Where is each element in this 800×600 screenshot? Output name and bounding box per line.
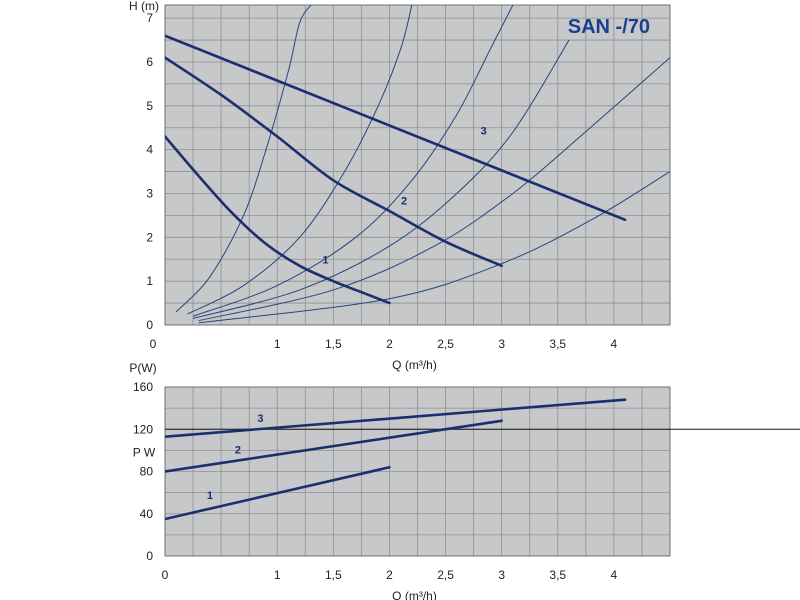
y-tick-label: 7 [146, 11, 153, 25]
head-chart: 1 2 3 0 1 1,5 2 2,5 3 3,5 4 0 1 2 3 4 5 6 7 Q (m³/h) H (m) SA… [129, 0, 671, 372]
series-line-3 [165, 398, 627, 438]
y-tick-label: 160 [133, 380, 153, 394]
series-label-3: 3 [257, 413, 263, 425]
series-label-2: 2 [401, 195, 407, 207]
series-label-3: 3 [481, 125, 487, 137]
x-tick-label: 3,5 [549, 337, 566, 351]
y-axis-label: H (m) [129, 0, 159, 13]
y-tick-label: 3 [146, 186, 153, 200]
x-axis-label: Q (m³/h) [392, 589, 437, 600]
x-tick-label: 0 [150, 337, 157, 351]
y-tick-label: 40 [140, 507, 154, 521]
grid [165, 5, 670, 325]
y-axis-label: P(W) [129, 361, 156, 375]
plot-area [165, 398, 627, 521]
x-tick-label: 3 [498, 337, 505, 351]
series-line-3 [165, 34, 627, 222]
x-tick-label: 0 [162, 568, 169, 582]
y-tick-label: 1 [146, 274, 153, 288]
system-curve-4 [192, 39, 570, 319]
system-curve-6 [198, 171, 670, 324]
system-curve-1 [175, 5, 312, 313]
system-curve-2 [187, 5, 413, 315]
chart-title: SAN -/70 [568, 16, 650, 38]
x-tick-label: 3,5 [549, 568, 566, 582]
y-tick-label: 2 [146, 230, 153, 244]
x-axis-label: Q (m³/h) [392, 358, 437, 372]
x-tick-label: 1 [274, 568, 281, 582]
plot-area [165, 5, 670, 324]
x-tick-label: 1,5 [325, 568, 342, 582]
series-label-1: 1 [322, 255, 328, 267]
y-tick-label: 80 [140, 465, 154, 479]
y-tick-label: 0 [146, 549, 153, 563]
system-curve-5 [198, 57, 670, 322]
y-tick-label: 4 [146, 143, 153, 157]
plot-frame [164, 4, 671, 326]
x-tick-label: 2 [386, 568, 393, 582]
system-curve-3 [192, 5, 514, 317]
y-axis-inner-label: P W [133, 445, 156, 459]
series-line-2 [165, 56, 503, 268]
series-line-2 [165, 419, 503, 473]
series-label-1: 1 [207, 490, 213, 502]
y-tick-label: 120 [133, 422, 153, 436]
x-tick-label: 2,5 [437, 568, 454, 582]
x-tick-label: 1 [274, 337, 281, 351]
x-tick-label: 3 [498, 568, 505, 582]
y-tick-label: 6 [146, 55, 153, 69]
series-line-1 [165, 135, 391, 305]
y-tick-label: 5 [146, 99, 153, 113]
series-label-2: 2 [235, 445, 241, 457]
x-tick-label: 2,5 [437, 337, 454, 351]
x-tick-label: 2 [386, 337, 393, 351]
y-tick-label: 0 [146, 318, 153, 332]
series-line-1 [165, 465, 391, 521]
x-tick-label: 1,5 [325, 337, 342, 351]
x-tick-label: 4 [611, 337, 618, 351]
x-tick-label: 4 [611, 568, 618, 582]
